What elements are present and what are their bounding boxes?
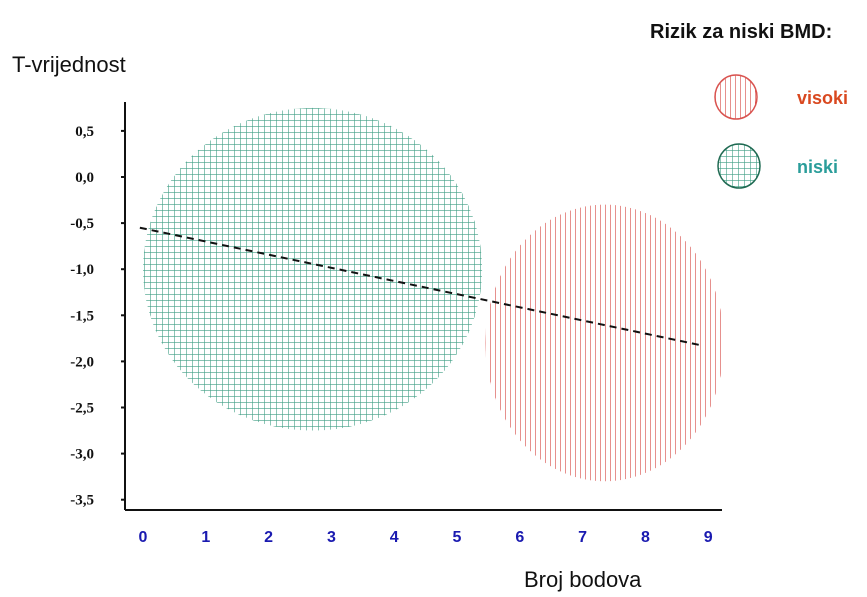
x-tick-label: 2 (264, 529, 273, 546)
legend: Rizik za niski BMD: visoki niski (650, 21, 848, 189)
y-ticks: 0,5 0,0 -0,5 -1,0 -1,5 -2,0 -2,5 -3,0 -3,5 (70, 124, 125, 509)
legend-swatch-visoki (714, 74, 758, 120)
y-tick-label: -0,5 (70, 216, 94, 232)
x-tick-label: 0 (139, 529, 148, 546)
x-tick-label: 5 (453, 529, 462, 546)
y-tick-label: -1,5 (70, 308, 94, 324)
x-tick-label: 9 (704, 529, 713, 546)
x-axis-label: Broj bodova (524, 567, 642, 592)
region-visoki (485, 204, 724, 482)
y-axis-label: T-vrijednost (12, 52, 126, 77)
x-tick-label: 8 (641, 529, 650, 546)
x-tick-label: 1 (201, 529, 210, 546)
x-tick-label: 4 (390, 529, 399, 546)
legend-label-niski: niski (797, 157, 838, 177)
y-tick-label: 0,5 (75, 124, 94, 140)
y-tick-label: -3,5 (70, 493, 94, 509)
data-regions (143, 107, 724, 482)
legend-swatch-niski (717, 143, 761, 189)
legend-label-visoki: visoki (797, 88, 848, 108)
legend-title: Rizik za niski BMD: (650, 21, 832, 43)
y-tick-label: -1,0 (70, 262, 94, 278)
region-niski (143, 107, 483, 431)
x-tick-label: 6 (515, 529, 524, 546)
x-tick-label: 3 (327, 529, 336, 546)
y-tick-label: -2,0 (70, 354, 94, 370)
x-ticks: 0 1 2 3 4 5 6 7 8 9 (139, 529, 713, 546)
y-tick-label: -2,5 (70, 401, 94, 417)
x-tick-label: 7 (578, 529, 587, 546)
y-tick-label: 0,0 (75, 170, 94, 186)
y-tick-label: -3,0 (70, 447, 94, 463)
